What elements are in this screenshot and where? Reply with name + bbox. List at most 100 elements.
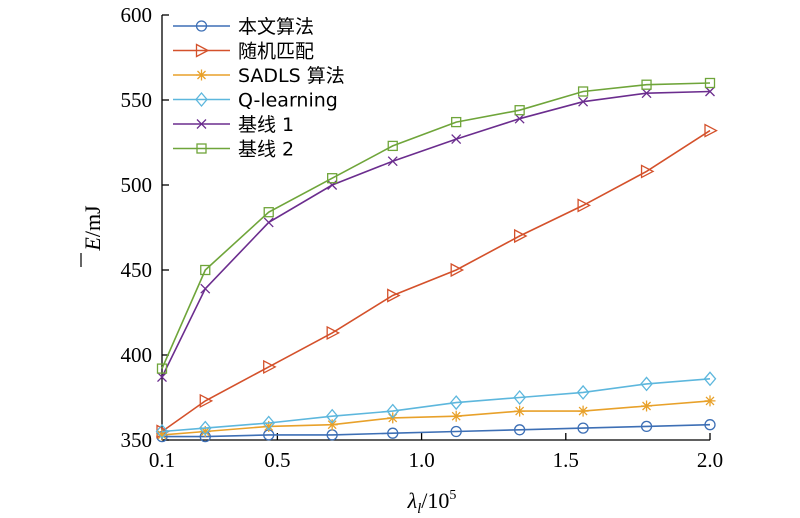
legend-label: 基线 1	[238, 114, 294, 136]
data-point	[387, 427, 399, 439]
data-point	[327, 180, 338, 190]
series-line	[161, 82, 711, 369]
data-point	[196, 143, 207, 154]
data-point	[451, 116, 462, 128]
series-line	[162, 423, 711, 438]
legend-item: 基线 2	[173, 139, 294, 161]
data-point	[196, 69, 207, 81]
legend-item: SADLS 算法	[173, 65, 345, 87]
legend-item: 基线 1	[173, 114, 294, 136]
data-point	[641, 79, 652, 90]
data-point	[157, 372, 167, 383]
x-tick-label: 1.0	[408, 448, 434, 472]
data-point	[704, 395, 716, 407]
data-point	[263, 207, 274, 218]
legend-label: 随机匹配	[238, 41, 314, 63]
y-tick-label: 400	[121, 343, 153, 367]
svg-text:E/mJ: E/mJ	[80, 205, 105, 252]
data-point	[576, 384, 590, 400]
data-point	[263, 217, 274, 228]
data-point	[641, 400, 653, 412]
data-point	[195, 43, 210, 58]
legend-label: 基线 2	[238, 139, 294, 161]
data-point	[263, 420, 275, 432]
data-point	[704, 419, 716, 431]
data-point	[577, 405, 589, 417]
data-point	[450, 410, 462, 422]
y-axis-title: E/mJ	[80, 205, 105, 267]
x-tick-label: 1.5	[553, 448, 579, 472]
data-point	[327, 173, 338, 184]
series-1	[156, 419, 716, 443]
data-point	[704, 123, 718, 138]
series-2	[156, 123, 718, 439]
data-point	[577, 422, 589, 434]
y-tick-label: 450	[121, 258, 153, 282]
data-point	[514, 405, 526, 417]
data-point	[155, 423, 169, 440]
data-point	[640, 376, 653, 392]
series-layer	[155, 77, 718, 443]
data-point	[387, 288, 401, 303]
y-tick-label: 350	[121, 428, 153, 452]
series-line	[161, 90, 711, 378]
data-point	[156, 429, 168, 441]
legend-item: 随机匹配	[173, 41, 314, 63]
data-point	[450, 425, 462, 438]
data-point	[577, 86, 589, 97]
data-point	[705, 86, 715, 97]
data-point	[513, 424, 526, 436]
data-point	[199, 393, 214, 408]
y-tick-label: 500	[121, 173, 153, 197]
data-point	[513, 389, 526, 406]
data-point	[156, 363, 168, 374]
data-point	[326, 325, 341, 340]
data-point	[703, 371, 717, 387]
y-tick-label: 600	[121, 3, 153, 27]
x-axis-title: λl/105	[407, 488, 457, 517]
data-point	[387, 156, 398, 167]
data-point	[514, 105, 525, 116]
data-point	[198, 420, 212, 436]
data-point	[196, 119, 207, 129]
data-point	[200, 283, 211, 294]
x-tick-label: 2.0	[697, 448, 723, 472]
data-point	[199, 426, 211, 437]
data-point	[200, 264, 211, 276]
legend-item: Q-learning	[173, 90, 338, 112]
legend-label: SADLS 算法	[238, 65, 345, 87]
series-line	[161, 400, 711, 436]
data-point	[704, 77, 716, 89]
data-point	[449, 395, 463, 411]
data-point	[263, 359, 277, 374]
y-tick-label: 550	[121, 88, 153, 112]
series-5	[157, 86, 715, 383]
legend-label: Q-learning	[238, 90, 338, 112]
data-point	[387, 140, 398, 152]
data-point	[640, 420, 653, 433]
data-point	[450, 262, 465, 278]
data-point	[195, 91, 208, 108]
data-point	[195, 20, 208, 32]
series-6	[156, 77, 716, 374]
legend-item: 本文算法	[173, 16, 314, 38]
data-point	[640, 164, 655, 179]
data-point	[578, 96, 589, 107]
data-point	[513, 228, 528, 244]
data-point	[451, 134, 462, 145]
series-4	[155, 371, 717, 440]
data-point	[514, 113, 525, 124]
series-3	[156, 395, 716, 441]
series-line	[161, 129, 711, 433]
legend-label: 本文算法	[238, 16, 314, 38]
axes: 350 400 450 500 550 600 0.1 0.5 1.0 1.5 2.0	[121, 3, 724, 472]
data-point	[386, 403, 400, 419]
data-point	[262, 415, 276, 431]
data-point	[641, 88, 652, 99]
data-point	[325, 408, 339, 424]
x-tick-label: 0.1	[149, 448, 175, 472]
x-tick-label: 0.5	[264, 448, 290, 472]
data-point	[577, 198, 591, 213]
